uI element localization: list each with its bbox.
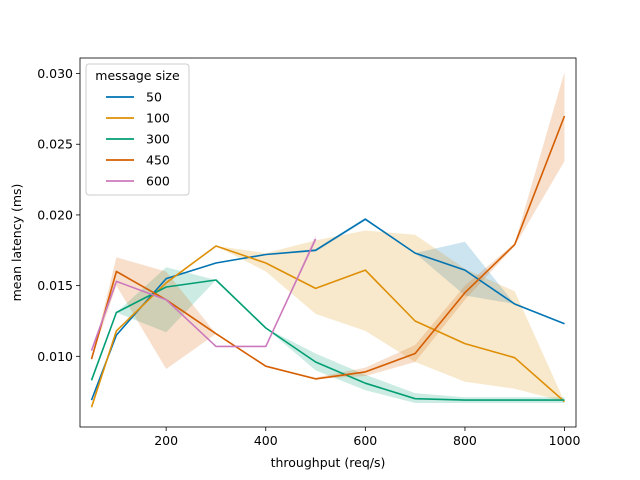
legend-label-300: 300: [146, 132, 170, 147]
legend-label-50: 50: [146, 90, 162, 105]
legend: message size 50 100 300 450 600: [85, 63, 190, 196]
series-line-50: [90, 218, 565, 401]
series-line-600: [90, 238, 317, 351]
series-line-300: [90, 279, 565, 401]
x-tick-label: 200: [154, 433, 178, 448]
y-tick-label: 0.030: [37, 66, 73, 81]
series-lines: [90, 115, 566, 408]
y-tick-label: 0.015: [37, 278, 73, 293]
x-tick-label: 1000: [549, 433, 581, 448]
y-axis-ticks: 0.010 0.015 0.020 0.025 0.030: [37, 66, 80, 364]
y-tick-label: 0.010: [37, 349, 73, 364]
x-tick-label: 600: [353, 433, 377, 448]
legend-label-100: 100: [146, 111, 170, 126]
x-tick-label: 800: [453, 433, 477, 448]
legend-items: 50 100 300 450 600: [106, 90, 170, 189]
legend-title: message size: [95, 68, 180, 83]
confidence-band-100: [91, 230, 565, 408]
legend-label-450: 450: [146, 153, 170, 168]
legend-label-600: 600: [146, 174, 170, 189]
series-line-450: [90, 115, 566, 380]
legend-box: [85, 63, 190, 196]
y-axis-label: mean latency (ms): [9, 184, 24, 302]
x-axis-label: throughput (req/s): [271, 455, 386, 470]
series-line-100: [90, 245, 566, 408]
x-tick-label: 400: [254, 433, 278, 448]
y-tick-label: 0.025: [37, 137, 73, 152]
x-axis-ticks: 200 400 600 800 1000: [154, 427, 580, 448]
plot-area-frame: [79, 57, 577, 428]
y-tick-label: 0.020: [37, 207, 73, 222]
